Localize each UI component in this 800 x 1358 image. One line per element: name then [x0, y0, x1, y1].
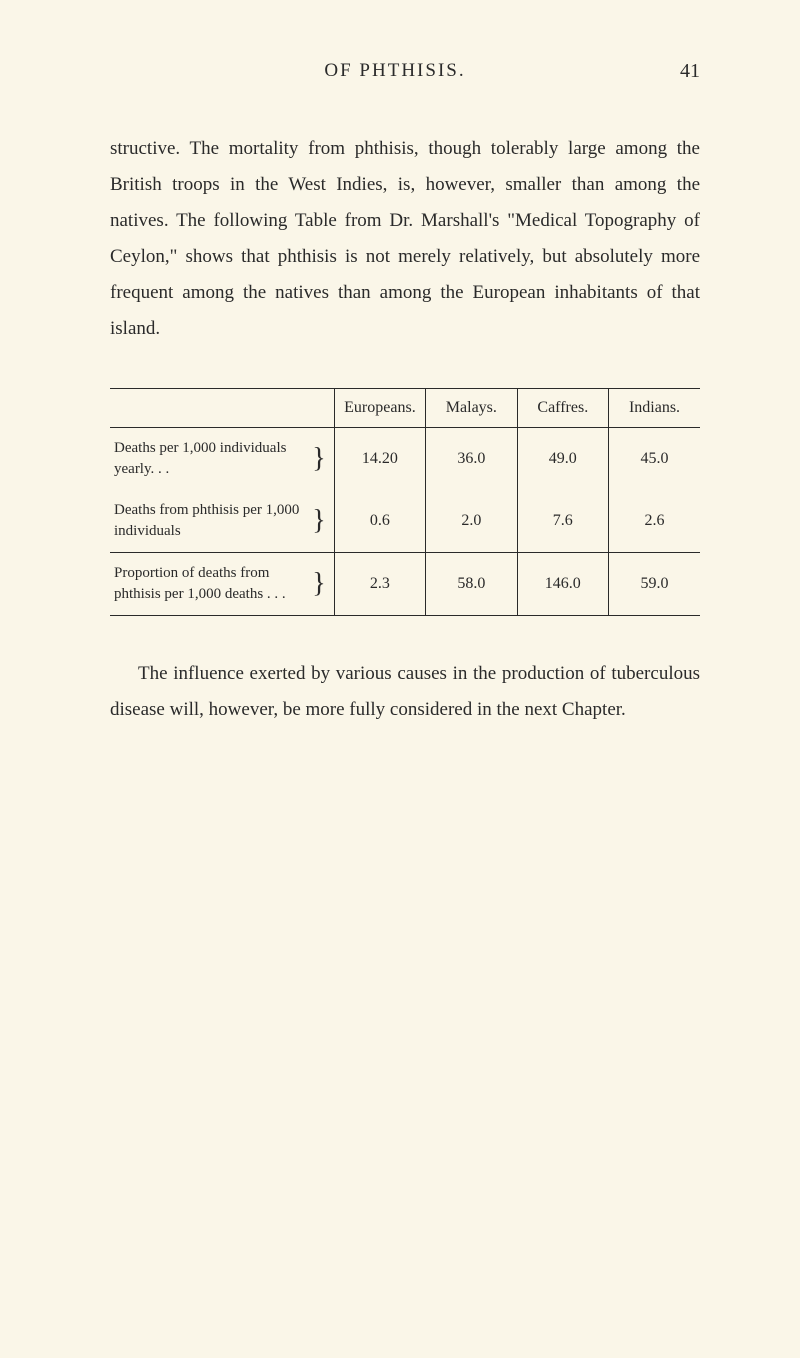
table-cell: 36.0	[426, 427, 517, 490]
table-cell: 2.6	[609, 490, 700, 553]
page-number: 41	[680, 60, 700, 83]
row-label-text: Deaths from phthisis per 1,000 individua…	[114, 500, 308, 542]
table-row: Proportion of deaths from phthisis per 1…	[110, 552, 700, 615]
table-row: Deaths from phthisis per 1,000 individua…	[110, 490, 700, 553]
phthisis-table: Europeans. Malays. Caffres. Indians. Dea…	[110, 388, 700, 616]
row-label-text: Proportion of deaths from phthisis per 1…	[114, 563, 308, 605]
table-row-label: Deaths from phthisis per 1,000 individua…	[110, 490, 334, 553]
body-paragraph-2: The influence exerted by various causes …	[110, 656, 700, 728]
table-header-caffres: Caffres.	[517, 388, 608, 427]
table-cell: 7.6	[517, 490, 608, 553]
table-row-label: Deaths per 1,000 individuals yearly. . .…	[110, 427, 334, 490]
table-row: Deaths per 1,000 individuals yearly. . .…	[110, 427, 700, 490]
table-header-row: Europeans. Malays. Caffres. Indians.	[110, 388, 700, 427]
brace-icon: }	[308, 508, 325, 533]
table-cell: 2.3	[334, 552, 425, 615]
table-cell: 49.0	[517, 427, 608, 490]
brace-icon: }	[308, 446, 325, 471]
table-row-label: Proportion of deaths from phthisis per 1…	[110, 552, 334, 615]
running-header: OF PHTHISIS.	[324, 60, 465, 83]
row-label-text: Deaths per 1,000 individuals yearly. . .	[114, 438, 308, 480]
table-cell: 45.0	[609, 427, 700, 490]
table-cell: 0.6	[334, 490, 425, 553]
table-header-malays: Malays.	[426, 388, 517, 427]
table-header-indians: Indians.	[609, 388, 700, 427]
table-cell: 146.0	[517, 552, 608, 615]
table-cell: 14.20	[334, 427, 425, 490]
brace-icon: }	[308, 571, 325, 596]
table-header-europeans: Europeans.	[334, 388, 425, 427]
body-paragraph-1: structive. The mortality from phthisis, …	[110, 131, 700, 348]
table-cell: 2.0	[426, 490, 517, 553]
table-cell: 58.0	[426, 552, 517, 615]
table-cell: 59.0	[609, 552, 700, 615]
table-header-empty	[110, 388, 334, 427]
